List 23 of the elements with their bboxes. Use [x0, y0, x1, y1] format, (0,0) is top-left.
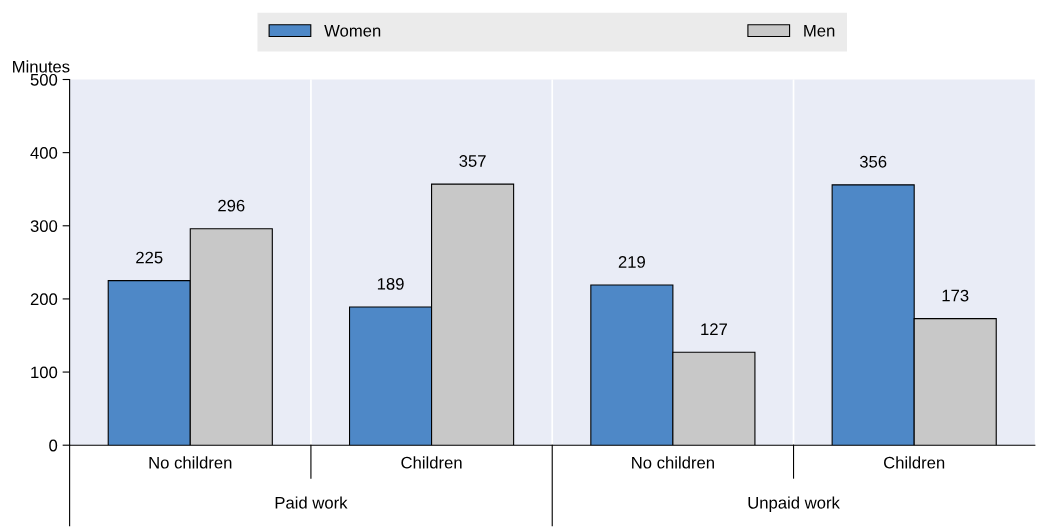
- x-tick-label: No children: [632, 456, 714, 469]
- legend-label: Women: [324, 25, 381, 37]
- data-label: 189: [377, 277, 404, 290]
- data-label: 127: [701, 323, 727, 335]
- data-label: 296: [218, 199, 245, 212]
- legend-label: Men: [804, 25, 835, 37]
- y-tick-label: 300: [30, 220, 58, 232]
- data-label: 225: [136, 251, 163, 264]
- data-label: 219: [618, 256, 645, 268]
- data-label: 357: [459, 155, 486, 167]
- y-axis-title: Minutes: [13, 60, 70, 73]
- data-label: 356: [859, 155, 887, 168]
- text: Paid work: [275, 496, 348, 509]
- y-tick-label: 400: [30, 147, 58, 159]
- y-tick-label: 100: [31, 366, 58, 379]
- x-tick-label: Children: [884, 456, 945, 469]
- data-label: 173: [942, 289, 969, 302]
- y-tick-label: 500: [30, 73, 58, 86]
- text: Unpaid work: [748, 496, 840, 512]
- x-tick-label: No children: [149, 456, 232, 469]
- y-tick-label: 0: [49, 439, 58, 452]
- x-tick-label: Children: [401, 456, 462, 469]
- y-tick-label: 200: [30, 293, 58, 306]
